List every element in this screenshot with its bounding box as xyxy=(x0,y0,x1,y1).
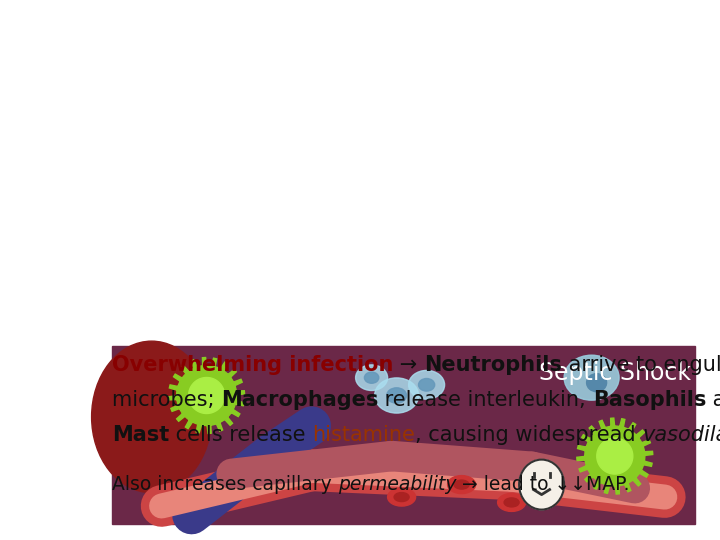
Ellipse shape xyxy=(587,374,606,391)
Text: →: → xyxy=(393,355,424,375)
Text: cells release: cells release xyxy=(169,425,312,445)
Text: release interleukin,: release interleukin, xyxy=(379,390,593,410)
Polygon shape xyxy=(597,438,633,474)
Text: and: and xyxy=(706,390,720,410)
Text: Septic Shock: Septic Shock xyxy=(539,361,690,384)
Ellipse shape xyxy=(504,498,519,507)
Text: Basophils: Basophils xyxy=(593,390,706,410)
Text: , causing widespread: , causing widespread xyxy=(415,425,642,445)
Text: Neutrophils: Neutrophils xyxy=(424,355,562,375)
Text: → lead to ↓↓MAP.: → lead to ↓↓MAP. xyxy=(456,476,630,495)
Ellipse shape xyxy=(374,378,418,413)
Ellipse shape xyxy=(91,341,212,492)
Polygon shape xyxy=(577,418,653,494)
Text: Also increases capillary: Also increases capillary xyxy=(112,476,338,495)
Ellipse shape xyxy=(387,488,415,506)
Ellipse shape xyxy=(394,492,409,502)
Ellipse shape xyxy=(418,379,435,391)
Ellipse shape xyxy=(448,476,476,494)
Text: microbes;: microbes; xyxy=(112,390,221,410)
Ellipse shape xyxy=(387,388,407,403)
Text: arrive to engulf the: arrive to engulf the xyxy=(562,355,720,375)
Text: permeability: permeability xyxy=(338,476,456,495)
Polygon shape xyxy=(189,377,225,414)
Bar xyxy=(112,346,695,524)
Ellipse shape xyxy=(564,355,619,400)
Ellipse shape xyxy=(519,460,564,510)
Text: Overwhelming infection: Overwhelming infection xyxy=(112,355,393,375)
Text: histamine: histamine xyxy=(312,425,415,445)
Ellipse shape xyxy=(409,370,445,399)
Polygon shape xyxy=(168,357,245,434)
Text: Macrophages: Macrophages xyxy=(221,390,379,410)
Ellipse shape xyxy=(364,372,379,383)
Ellipse shape xyxy=(356,365,387,390)
Text: Mast: Mast xyxy=(112,425,169,445)
Ellipse shape xyxy=(454,480,469,489)
Text: vasodilation: vasodilation xyxy=(642,425,720,445)
Ellipse shape xyxy=(498,494,526,511)
